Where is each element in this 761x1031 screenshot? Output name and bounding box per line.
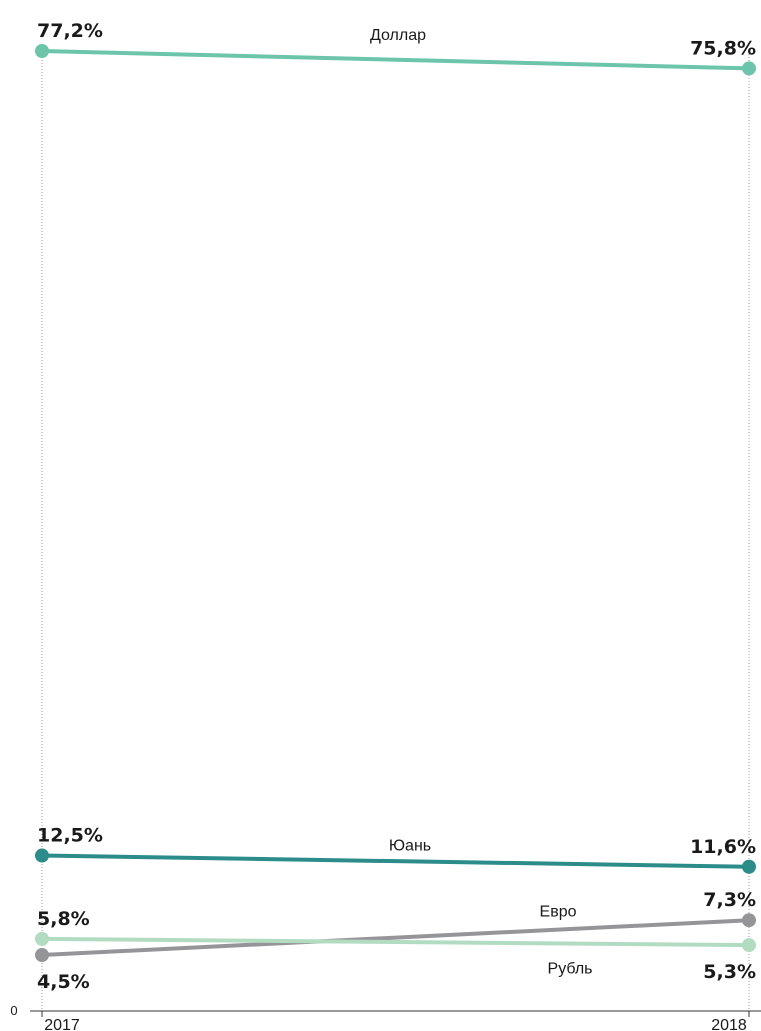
series-line-1 bbox=[40, 853, 751, 869]
value-label-0-0: 77,2% bbox=[37, 20, 103, 42]
year-guide-lines bbox=[41, 51, 750, 1011]
series-point-3-0 bbox=[35, 931, 49, 946]
series-line-0 bbox=[40, 49, 751, 71]
series-point-3-1 bbox=[742, 938, 756, 953]
value-label-1-1: 11,6% bbox=[690, 836, 756, 858]
series-point-1-0 bbox=[35, 848, 49, 863]
series-point-2-0 bbox=[35, 948, 49, 963]
series-name-label-1: Юань bbox=[389, 837, 431, 854]
series-line-3 bbox=[40, 936, 751, 948]
value-label-2-1: 7,3% bbox=[703, 889, 756, 911]
value-label-1-0: 12,5% bbox=[37, 825, 103, 847]
series-point-0-1 bbox=[742, 61, 756, 76]
value-label-3-1: 5,3% bbox=[703, 961, 756, 983]
series-name-labels: Доллар Юань Евро Рубль bbox=[370, 27, 593, 978]
x-tick-label-2017: 2017 bbox=[44, 1017, 80, 1031]
series-point-0-0 bbox=[35, 44, 49, 58]
series-line-2 bbox=[40, 918, 751, 958]
value-labels: 77,2% 75,8% 12,5% 11,6% 4,5% 7,3% 5,8% 5,3% bbox=[37, 20, 756, 993]
series-name-label-0: Доллар bbox=[370, 27, 426, 44]
series-name-label-2: Евро bbox=[540, 904, 577, 921]
value-label-3-0: 5,8% bbox=[37, 908, 90, 930]
series-lines bbox=[40, 49, 751, 958]
series-points bbox=[35, 44, 756, 963]
value-label-2-0: 4,5% bbox=[37, 971, 90, 993]
series-point-1-1 bbox=[742, 859, 756, 874]
series-point-2-1 bbox=[742, 913, 756, 928]
series-name-label-3: Рубль bbox=[548, 961, 593, 978]
y-zero-label: 0 bbox=[10, 1003, 17, 1018]
x-tick-label-2018: 2018 bbox=[711, 1017, 747, 1031]
value-label-0-1: 75,8% bbox=[690, 37, 756, 59]
x-axis: 2017 2018 0 bbox=[10, 1003, 761, 1031]
